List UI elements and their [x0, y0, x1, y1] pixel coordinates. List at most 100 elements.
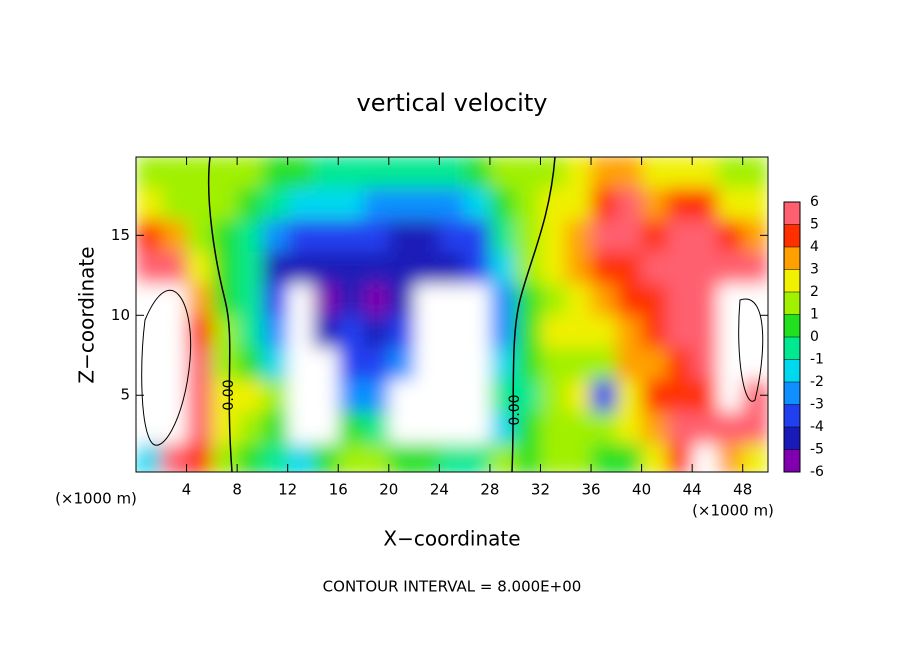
cell [312, 187, 339, 220]
cell [161, 157, 188, 188]
cell [136, 157, 162, 188]
cell [565, 443, 592, 472]
cell [666, 283, 693, 316]
field [136, 157, 768, 472]
cell [439, 157, 466, 188]
cell [312, 443, 339, 472]
colorbar-tick-label: 1 [810, 307, 819, 323]
cell [717, 379, 744, 412]
cell [414, 283, 440, 316]
cell [616, 411, 643, 444]
colorbar-swatch [784, 202, 800, 225]
cell [692, 157, 718, 188]
cell [312, 379, 339, 412]
cell [161, 379, 188, 412]
cell [439, 219, 466, 252]
cell [363, 219, 390, 252]
cell [363, 187, 390, 220]
cell [742, 157, 768, 188]
cell [616, 251, 643, 284]
cell [414, 347, 440, 380]
contour-label: 0.00 [507, 394, 523, 425]
cell [515, 411, 541, 444]
cell [312, 251, 339, 284]
cell [136, 443, 162, 472]
cell [591, 187, 617, 220]
cell [161, 219, 188, 252]
cell [237, 283, 263, 316]
cell [237, 379, 263, 412]
cell [262, 443, 289, 472]
cell [287, 443, 314, 472]
cell [717, 315, 744, 348]
x-tick-label: 12 [278, 481, 297, 499]
cell [565, 187, 592, 220]
y-tick-label: 15 [111, 226, 130, 244]
cell [338, 347, 365, 380]
cell [742, 443, 768, 472]
cell [692, 411, 718, 444]
cell [388, 443, 415, 472]
cell [742, 187, 768, 220]
cell [742, 347, 768, 380]
cell [363, 315, 390, 348]
cell [616, 347, 643, 380]
cell [515, 251, 541, 284]
cell [692, 347, 718, 380]
cell [666, 411, 693, 444]
cell [591, 283, 617, 316]
cell [338, 411, 365, 444]
cell [136, 187, 162, 220]
cell [692, 187, 718, 220]
cell [666, 315, 693, 348]
colorbar-swatch [784, 314, 800, 337]
colorbar-swatch [784, 269, 800, 292]
x-unit: (×1000 m) [692, 502, 774, 520]
cell [489, 347, 516, 380]
cell [489, 315, 516, 348]
cell [464, 157, 491, 188]
cell [540, 347, 567, 380]
cell [540, 283, 567, 316]
cell [186, 379, 213, 412]
cell [717, 219, 744, 252]
cell [540, 379, 567, 412]
colorbar-tick-label: 5 [810, 217, 819, 233]
cell [489, 251, 516, 284]
cell [211, 219, 238, 252]
cell [439, 251, 466, 284]
cell [338, 187, 365, 220]
cell [591, 251, 617, 284]
cell [591, 379, 617, 412]
cell [515, 315, 541, 348]
cell [287, 315, 314, 348]
cell [186, 283, 213, 316]
cell [287, 283, 314, 316]
colorbar-tick-label: -1 [810, 352, 824, 368]
cell [388, 283, 415, 316]
cell [414, 411, 440, 444]
colorbar-swatch [784, 247, 800, 270]
cell [262, 347, 289, 380]
cell [287, 411, 314, 444]
cell [692, 219, 718, 252]
cell [616, 187, 643, 220]
cell [616, 315, 643, 348]
cell [388, 379, 415, 412]
cell [312, 315, 339, 348]
cell [262, 379, 289, 412]
cell [287, 379, 314, 412]
cell [262, 315, 289, 348]
contour [738, 298, 764, 402]
cell [565, 411, 592, 444]
colorbar-tick-label: 3 [810, 262, 819, 278]
cell [565, 379, 592, 412]
x-tick-label: 40 [632, 481, 651, 499]
cell [641, 411, 668, 444]
zero-contour [207, 157, 233, 472]
cell [312, 219, 339, 252]
cell [439, 379, 466, 412]
cell [161, 251, 188, 284]
cell [692, 379, 718, 412]
